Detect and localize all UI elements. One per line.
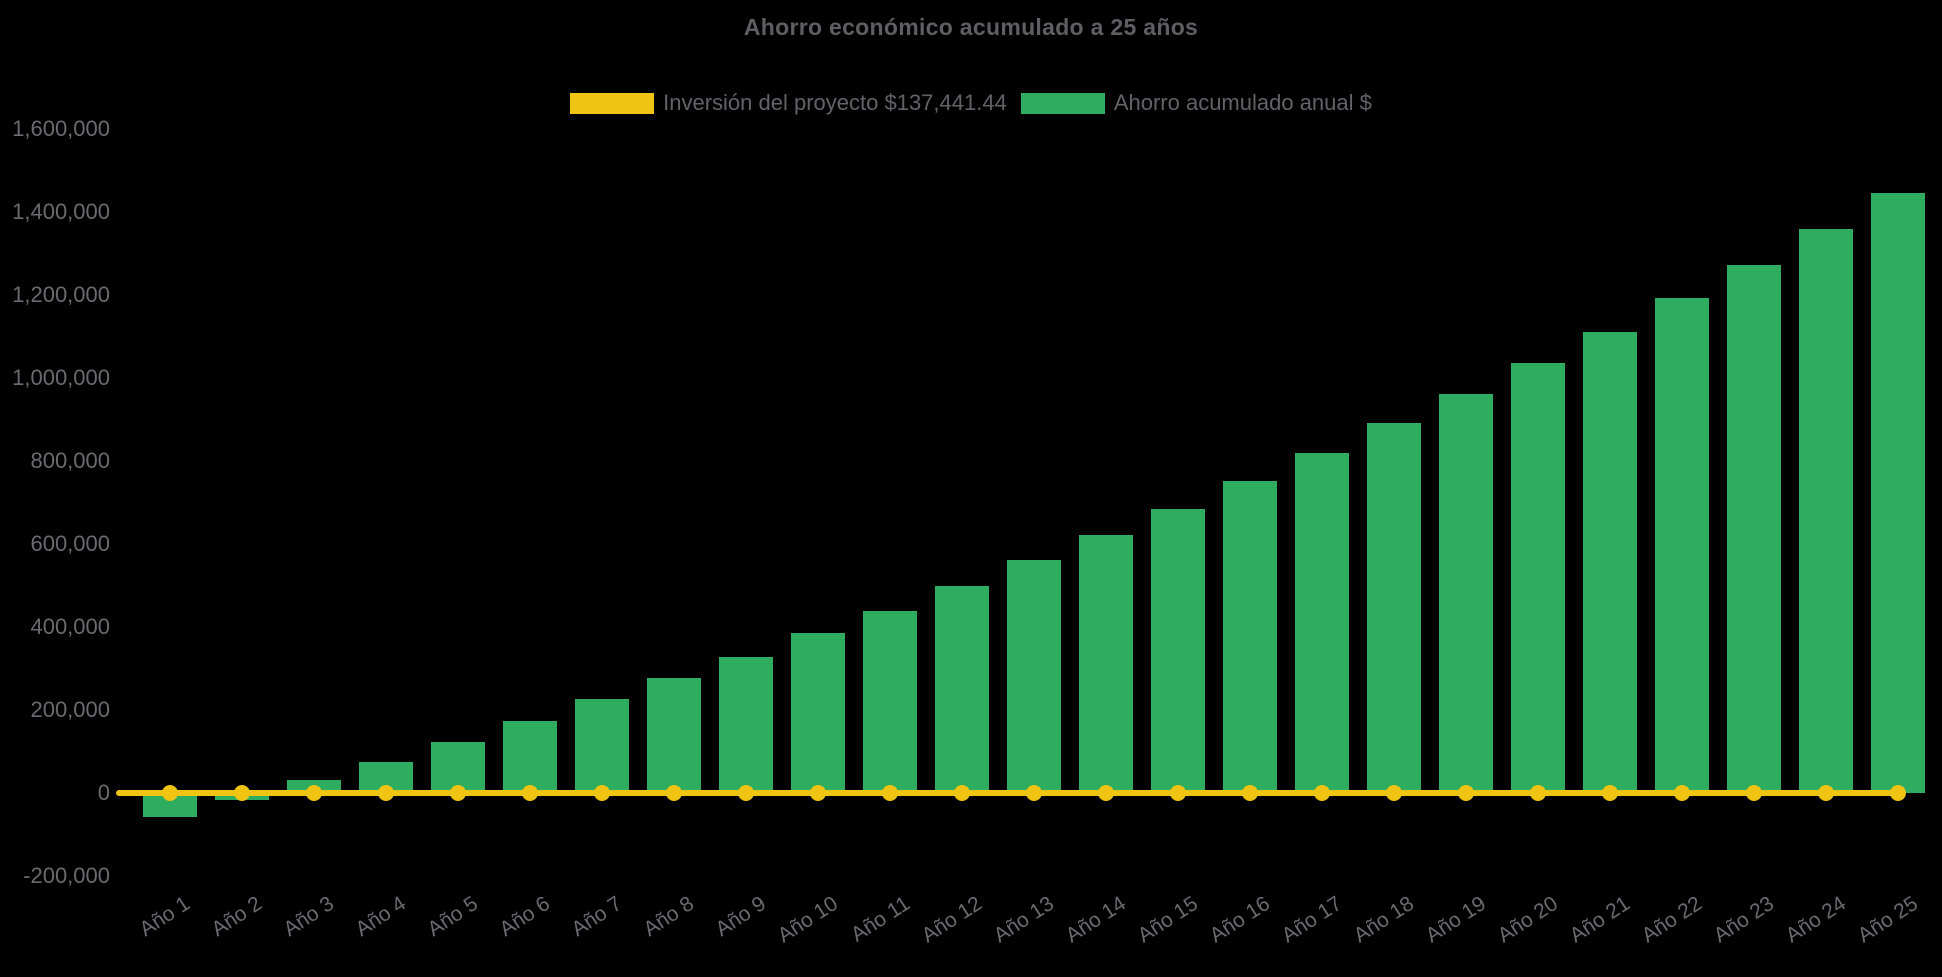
bar-año-5[interactable] (431, 741, 485, 793)
legend-label-savings: Ahorro acumulado anual $ (1113, 90, 1372, 115)
bar-año-14[interactable] (1079, 534, 1133, 793)
legend-item-savings[interactable]: Ahorro acumulado anual $ (1020, 90, 1372, 116)
bar-año-6[interactable] (503, 720, 557, 793)
investment-line-point-10[interactable] (810, 785, 826, 801)
investment-line-point-22[interactable] (1674, 785, 1690, 801)
bar-año-12[interactable] (935, 585, 989, 793)
bar-año-16[interactable] (1223, 480, 1277, 793)
bar-año-25[interactable] (1871, 192, 1925, 793)
investment-line-point-16[interactable] (1242, 785, 1258, 801)
investment-line-point-25[interactable] (1890, 785, 1906, 801)
investment-line (116, 790, 1898, 796)
investment-line-point-8[interactable] (666, 785, 682, 801)
investment-line-point-15[interactable] (1170, 785, 1186, 801)
y-axis-tick-label: -200,000 (23, 863, 110, 888)
legend-swatch-investment (570, 92, 655, 114)
bar-año-8[interactable] (647, 678, 701, 793)
bar-año-24[interactable] (1799, 229, 1853, 793)
investment-line-point-3[interactable] (306, 785, 322, 801)
bar-año-9[interactable] (719, 656, 773, 793)
investment-line-point-18[interactable] (1386, 785, 1402, 801)
investment-line-point-5[interactable] (450, 785, 466, 801)
investment-line-point-23[interactable] (1746, 785, 1762, 801)
chart-title: Ahorro económico acumulado a 25 años (743, 14, 1199, 40)
investment-line-point-11[interactable] (882, 785, 898, 801)
bar-año-7[interactable] (575, 698, 629, 793)
y-axis-tick-label: 1,600,000 (12, 116, 110, 141)
investment-line-point-17[interactable] (1314, 785, 1330, 801)
investment-line-point-24[interactable] (1818, 785, 1834, 801)
investment-line-point-20[interactable] (1530, 785, 1546, 801)
bar-año-22[interactable] (1655, 297, 1709, 793)
investment-line-point-9[interactable] (738, 785, 754, 801)
y-axis-tick-label: 800,000 (30, 448, 110, 473)
bar-año-15[interactable] (1151, 509, 1205, 793)
legend-item-investment[interactable]: Inversión del proyecto $137,441.44 (570, 90, 1007, 116)
bar-año-13[interactable] (1007, 560, 1061, 793)
investment-line-point-1[interactable] (162, 785, 178, 801)
y-axis-tick-label: 1,200,000 (12, 282, 110, 307)
bar-año-21[interactable] (1583, 331, 1637, 793)
y-axis-tick-label: 200,000 (30, 697, 110, 722)
y-axis-tick-label: 600,000 (30, 531, 110, 556)
legend-swatch-savings (1020, 92, 1105, 114)
bar-año-18[interactable] (1367, 422, 1421, 793)
investment-line-point-7[interactable] (594, 785, 610, 801)
investment-line-point-14[interactable] (1098, 785, 1114, 801)
investment-line-point-2[interactable] (234, 785, 250, 801)
investment-line-point-6[interactable] (522, 785, 538, 801)
investment-line-point-19[interactable] (1458, 785, 1474, 801)
bar-año-10[interactable] (791, 632, 845, 793)
investment-line-point-12[interactable] (954, 785, 970, 801)
investment-line-point-4[interactable] (378, 785, 394, 801)
bar-año-23[interactable] (1727, 265, 1781, 793)
bar-año-11[interactable] (863, 610, 917, 793)
legend-label-investment: Inversión del proyecto $137,441.44 (663, 90, 1007, 115)
y-axis-tick-label: 1,000,000 (12, 365, 110, 390)
investment-line-point-21[interactable] (1602, 785, 1618, 801)
chart-legend: Inversión del proyecto $137,441.44 Ahorr… (0, 90, 1942, 116)
investment-line-point-13[interactable] (1026, 785, 1042, 801)
bar-año-17[interactable] (1295, 453, 1349, 793)
y-axis-tick-label: 1,400,000 (12, 199, 110, 224)
bar-año-20[interactable] (1511, 363, 1565, 793)
bar-año-19[interactable] (1439, 394, 1493, 793)
y-axis-tick-label: 400,000 (30, 614, 110, 639)
y-axis-tick-label: 0 (97, 780, 110, 805)
